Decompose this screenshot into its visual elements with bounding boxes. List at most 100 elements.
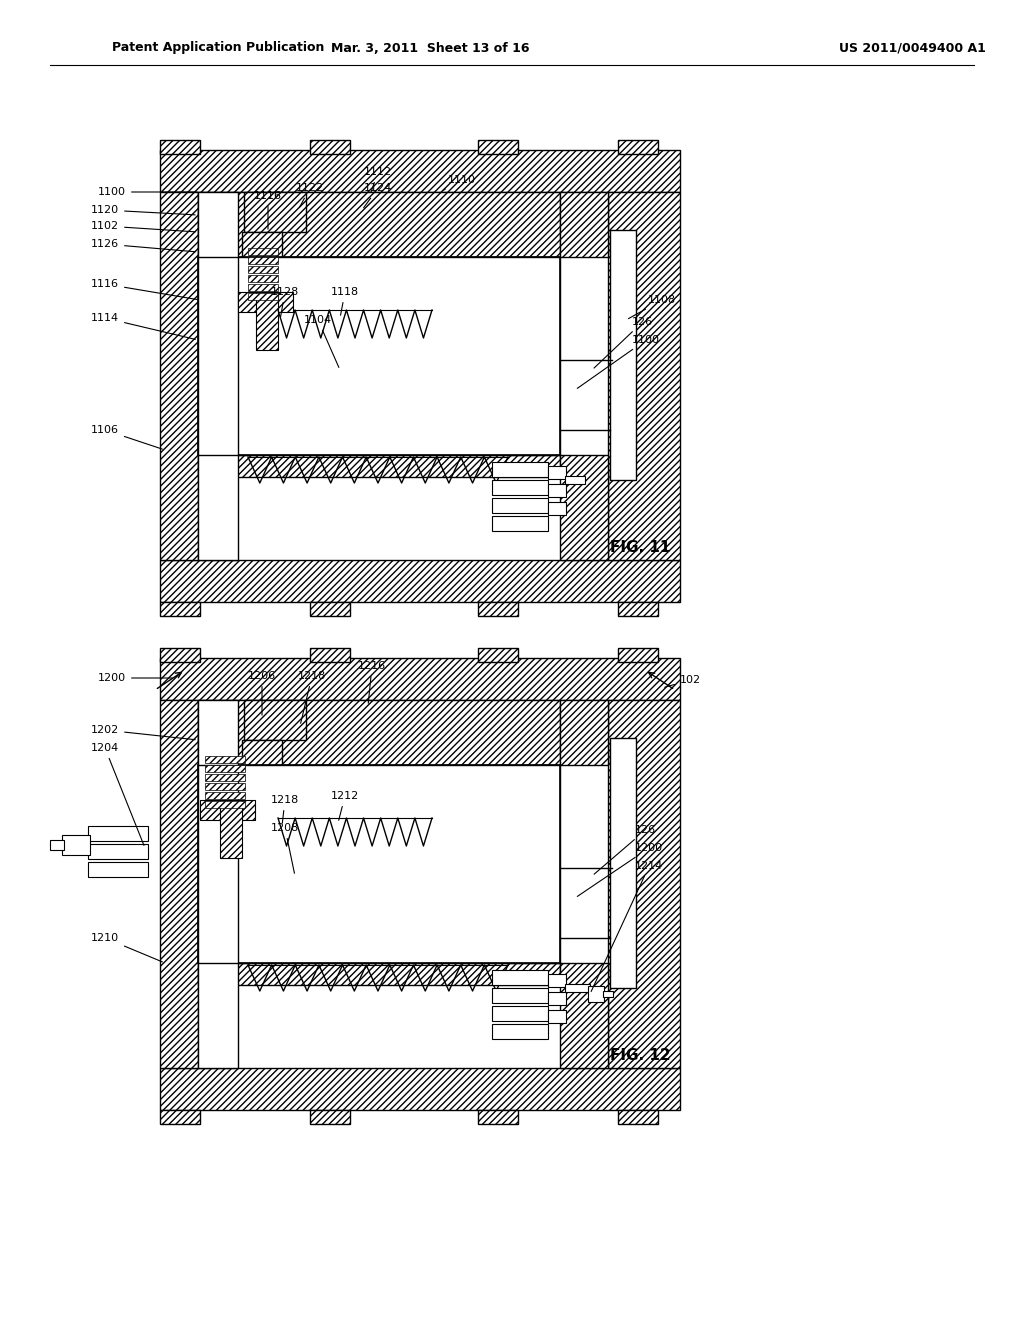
Text: 1100: 1100: [98, 187, 198, 197]
Text: 1112: 1112: [364, 168, 392, 193]
Text: 1206: 1206: [248, 671, 276, 715]
Bar: [548, 466, 566, 479]
Bar: [608, 700, 680, 1068]
Bar: [548, 993, 566, 1005]
Bar: [560, 964, 608, 1068]
Bar: [618, 1110, 658, 1125]
Text: 1116: 1116: [254, 191, 282, 230]
Bar: [492, 498, 548, 513]
Text: 1218: 1218: [298, 671, 326, 723]
Bar: [492, 987, 548, 1003]
Bar: [198, 964, 560, 985]
Bar: [548, 484, 566, 498]
Bar: [88, 843, 148, 859]
Bar: [618, 648, 658, 663]
Text: 1200: 1200: [578, 843, 664, 896]
Bar: [205, 774, 245, 781]
Bar: [492, 480, 548, 495]
Bar: [160, 140, 200, 154]
Text: 102: 102: [665, 675, 701, 688]
Bar: [560, 191, 608, 257]
Bar: [160, 657, 680, 700]
Text: 1124: 1124: [364, 183, 392, 207]
Bar: [588, 986, 604, 1002]
Bar: [160, 150, 680, 191]
Bar: [242, 741, 282, 803]
Bar: [478, 602, 518, 616]
Text: 1102: 1102: [91, 220, 196, 232]
Bar: [160, 602, 200, 616]
Bar: [88, 862, 148, 876]
Text: US 2011/0049400 A1: US 2011/0049400 A1: [839, 41, 985, 54]
Text: 1106: 1106: [91, 425, 163, 449]
Bar: [244, 700, 306, 741]
Bar: [310, 602, 350, 616]
Bar: [198, 766, 560, 964]
Bar: [548, 974, 566, 987]
Bar: [160, 560, 680, 602]
Bar: [160, 1068, 680, 1110]
Bar: [548, 1010, 566, 1023]
Text: 1210: 1210: [91, 933, 163, 962]
Text: Patent Application Publication: Patent Application Publication: [112, 41, 325, 54]
Bar: [88, 826, 148, 841]
Bar: [310, 1110, 350, 1125]
Bar: [256, 292, 278, 350]
Bar: [244, 191, 306, 232]
Text: 126: 126: [594, 825, 656, 874]
Bar: [160, 648, 200, 663]
Bar: [238, 292, 293, 312]
Bar: [492, 462, 548, 477]
Bar: [618, 602, 658, 616]
Bar: [603, 991, 613, 997]
Bar: [248, 293, 278, 300]
Text: 1116: 1116: [91, 279, 198, 300]
Text: 1120: 1120: [91, 205, 196, 215]
Bar: [205, 792, 245, 799]
Bar: [618, 140, 658, 154]
Bar: [198, 191, 560, 257]
Bar: [478, 648, 518, 663]
Bar: [242, 232, 282, 294]
Text: 1114: 1114: [91, 313, 196, 339]
Bar: [198, 700, 560, 766]
Bar: [205, 801, 245, 808]
Text: 1118: 1118: [331, 286, 359, 315]
Bar: [160, 1110, 200, 1125]
Bar: [248, 284, 278, 290]
Text: FIG. 12: FIG. 12: [609, 1048, 671, 1064]
Text: 1200: 1200: [98, 673, 172, 682]
Text: 1126: 1126: [91, 239, 196, 252]
Bar: [198, 700, 238, 1068]
Bar: [200, 800, 255, 820]
Bar: [560, 700, 608, 766]
Bar: [492, 1024, 548, 1039]
Text: 1100: 1100: [578, 335, 660, 388]
Bar: [248, 267, 278, 273]
Text: FIG. 11: FIG. 11: [610, 540, 670, 556]
Text: 1208: 1208: [271, 822, 299, 874]
Text: 1216: 1216: [358, 661, 386, 704]
Text: Mar. 3, 2011  Sheet 13 of 16: Mar. 3, 2011 Sheet 13 of 16: [331, 41, 529, 54]
Bar: [205, 756, 245, 763]
Bar: [492, 970, 548, 985]
Bar: [310, 140, 350, 154]
Bar: [50, 840, 63, 850]
Bar: [198, 257, 560, 455]
Bar: [205, 783, 245, 789]
Text: 126: 126: [594, 317, 653, 368]
Text: 1214: 1214: [591, 861, 664, 991]
Bar: [560, 455, 608, 560]
Bar: [310, 648, 350, 663]
Bar: [608, 191, 680, 560]
Bar: [62, 836, 90, 855]
Bar: [205, 766, 245, 772]
Bar: [548, 502, 566, 515]
Bar: [610, 230, 636, 480]
Bar: [478, 140, 518, 154]
Bar: [248, 275, 278, 282]
Bar: [160, 191, 198, 560]
Text: 1108: 1108: [629, 294, 676, 318]
Bar: [160, 700, 198, 1068]
Bar: [492, 1006, 548, 1020]
